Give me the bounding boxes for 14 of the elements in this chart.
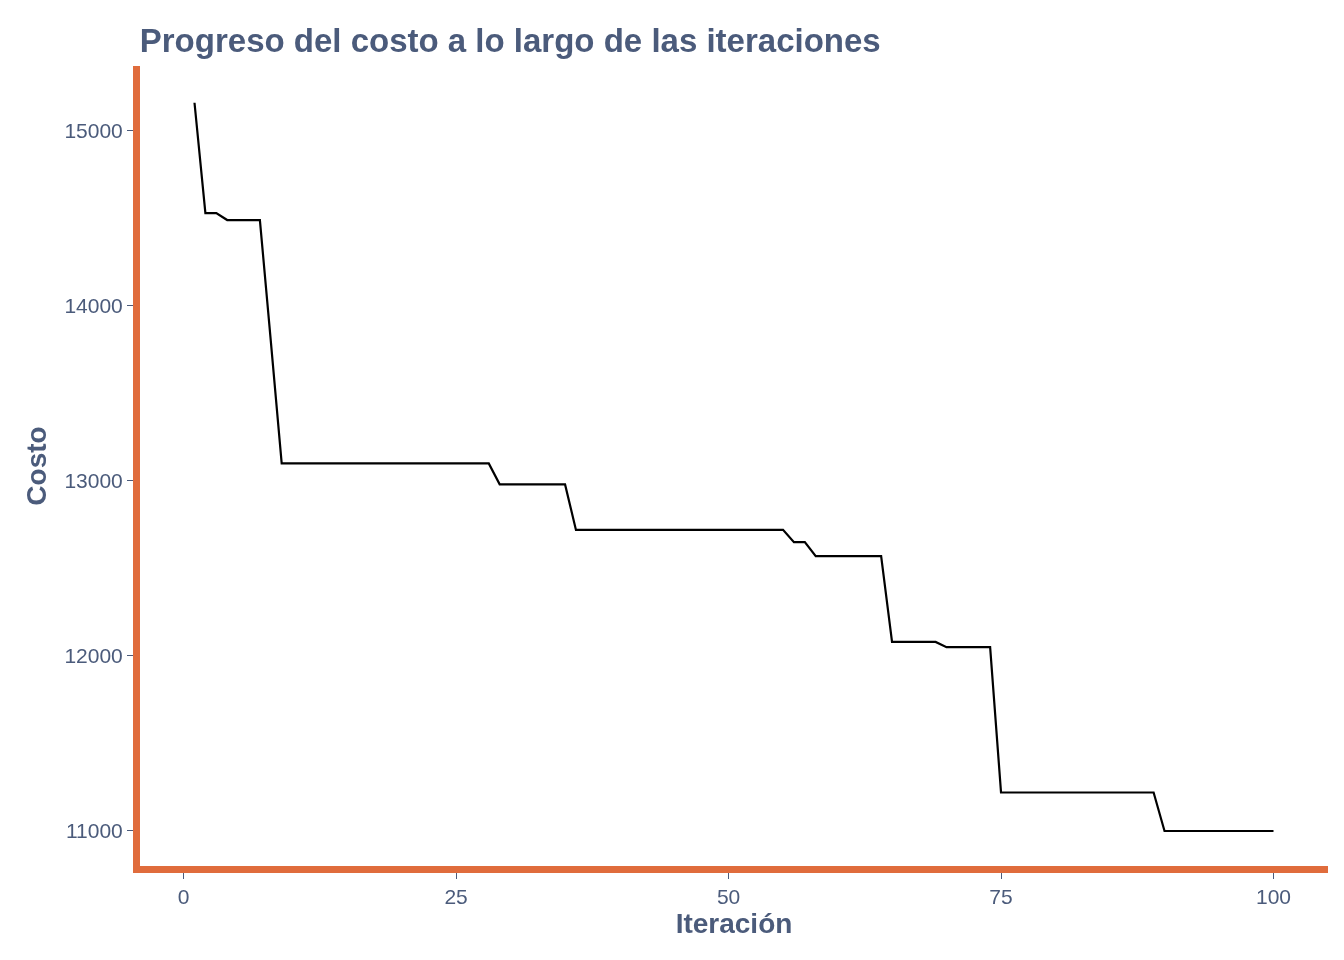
y-axis-title: Costo (21, 426, 53, 506)
y-tick-label: 14000 (64, 294, 123, 318)
x-tick-label: 100 (1255, 885, 1292, 909)
y-tick-label: 12000 (64, 644, 123, 668)
x-tick-label: 50 (716, 885, 741, 909)
y-tick-label: 11000 (65, 819, 123, 843)
line-series (193, 101, 1275, 833)
x-tick-label: 0 (177, 885, 190, 909)
chart-title: Progreso del costo a lo largo de las iteraciones (139, 21, 881, 59)
x-tick-label: 75 (989, 885, 1013, 909)
y-tick-label: 13000 (64, 469, 123, 493)
x-tick-label: 25 (444, 885, 468, 909)
x-axis-title: Iteración (675, 908, 793, 940)
y-tick-label: 15000 (64, 119, 123, 143)
